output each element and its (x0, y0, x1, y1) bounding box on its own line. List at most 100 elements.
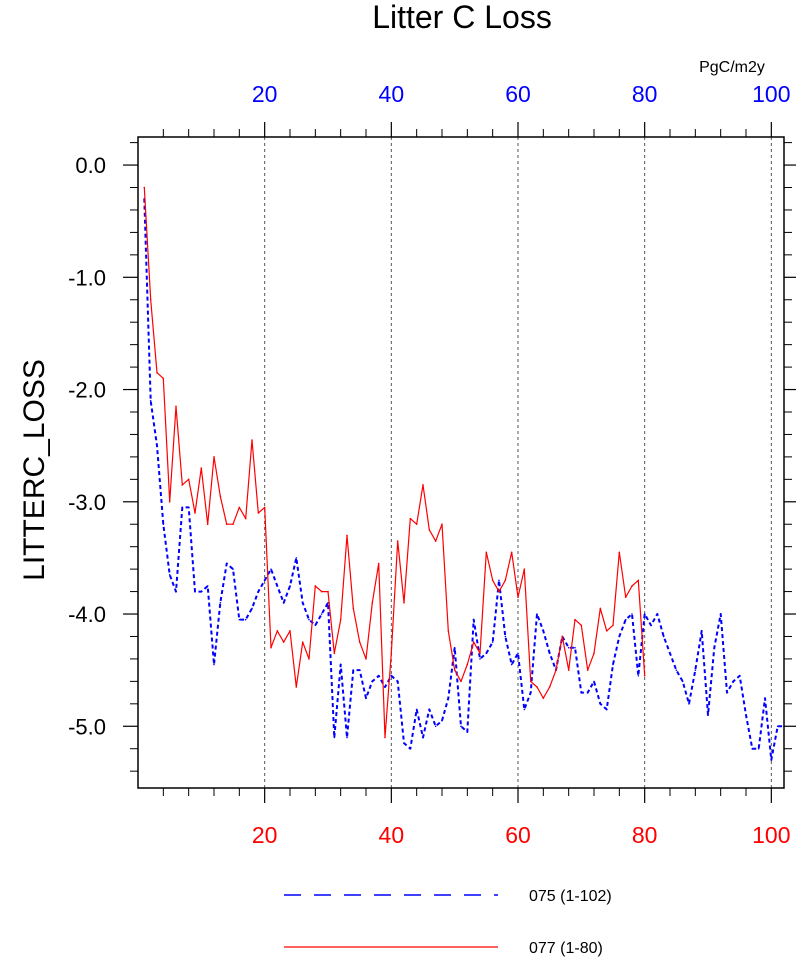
data-point-077 (143, 186, 146, 189)
data-point-077 (529, 680, 532, 683)
data-point-075 (548, 652, 551, 655)
data-point-077 (593, 652, 595, 655)
data-point-075 (276, 585, 279, 587)
data-point-077 (282, 641, 285, 643)
data-point-077 (643, 674, 646, 677)
data-point-075 (460, 725, 462, 728)
data-point-075 (643, 613, 646, 615)
top-axis-tick-label: 60 (505, 81, 531, 107)
data-point-077 (162, 377, 165, 380)
bottom-axis-tick-label: 40 (379, 822, 405, 848)
data-point-075 (510, 663, 513, 666)
data-point-075 (523, 708, 526, 711)
data-point-077 (181, 484, 184, 486)
data-point-075 (175, 590, 177, 593)
data-point-077 (498, 590, 500, 593)
data-point-077 (618, 551, 621, 554)
data-point-077 (168, 500, 171, 503)
data-point-075 (504, 635, 507, 638)
data-point-077 (346, 534, 348, 537)
data-point-075 (441, 719, 443, 722)
data-point-077 (504, 579, 507, 582)
data-point-075 (200, 590, 203, 593)
data-point-075 (162, 523, 165, 526)
top-axis-tick-label: 40 (379, 81, 405, 107)
data-point-075 (149, 399, 152, 402)
data-point-075 (751, 747, 754, 750)
data-point-077 (219, 495, 222, 497)
data-point-075 (308, 618, 310, 621)
data-point-075 (618, 635, 621, 638)
data-point-077 (175, 405, 177, 408)
data-point-075 (371, 680, 374, 683)
data-point-077 (232, 523, 234, 526)
data-point-075 (662, 635, 665, 638)
bottom-axis-tick-label: 60 (505, 822, 531, 848)
data-point-077 (491, 579, 494, 582)
data-point-077 (415, 523, 418, 526)
data-point-077 (333, 652, 336, 655)
data-point-077 (213, 456, 215, 458)
chart-title: Litter C Loss (372, 0, 552, 35)
data-point-075 (263, 579, 266, 582)
data-point-077 (244, 517, 247, 520)
grid-layer (264, 137, 772, 788)
data-point-077 (200, 467, 203, 469)
y-tick-label: -1.0 (68, 265, 106, 290)
data-point-077 (327, 590, 329, 593)
data-point-075 (574, 646, 576, 649)
plot-frame (137, 136, 785, 789)
data-point-075 (472, 618, 475, 621)
series-line-077 (143, 187, 646, 739)
data-point-075 (257, 590, 260, 593)
data-point-075 (295, 557, 298, 559)
data-point-075 (745, 714, 747, 716)
data-point-077 (580, 624, 583, 627)
data-point-077 (510, 551, 513, 554)
data-point-075 (396, 680, 399, 683)
data-point-077 (574, 618, 576, 621)
data-point-077 (612, 624, 614, 627)
data-point-077 (460, 680, 462, 683)
data-point-075 (656, 613, 659, 615)
data-point-075 (251, 607, 253, 610)
data-point-077 (548, 686, 551, 688)
bottom-axis-tick-label: 100 (752, 822, 790, 848)
data-point-075 (650, 624, 652, 627)
data-point-077 (542, 697, 545, 700)
data-point-075 (536, 613, 538, 615)
data-point-077 (472, 641, 475, 643)
data-point-075 (168, 573, 171, 576)
data-point-075 (219, 602, 222, 604)
data-point-077 (365, 658, 367, 660)
data-point-075 (580, 691, 583, 694)
data-point-075 (770, 759, 773, 761)
data-point-075 (339, 663, 342, 666)
data-point-075 (631, 613, 633, 615)
data-point-075 (567, 646, 570, 649)
data-point-077 (339, 618, 342, 621)
data-point-075 (232, 568, 234, 570)
legend-label-077: 077 (1-80) (529, 940, 603, 957)
data-point-077 (257, 512, 260, 514)
data-point-075 (542, 630, 545, 632)
data-point-075 (707, 714, 709, 716)
data-point-077 (403, 602, 405, 604)
data-point-077 (308, 658, 310, 660)
data-point-075 (688, 703, 690, 705)
data-point-075 (225, 562, 228, 565)
data-point-075 (593, 680, 595, 683)
data-point-075 (434, 725, 437, 728)
data-point-077 (624, 596, 627, 598)
data-point-075 (390, 674, 393, 677)
data-point-075 (669, 652, 671, 655)
data-point-075 (491, 641, 494, 643)
data-point-075 (181, 506, 184, 509)
data-point-077 (358, 641, 361, 643)
data-point-077 (187, 478, 190, 481)
data-point-075 (453, 646, 456, 649)
data-point-075 (333, 736, 336, 739)
data-point-077 (555, 669, 557, 671)
data-point-077 (567, 669, 570, 671)
